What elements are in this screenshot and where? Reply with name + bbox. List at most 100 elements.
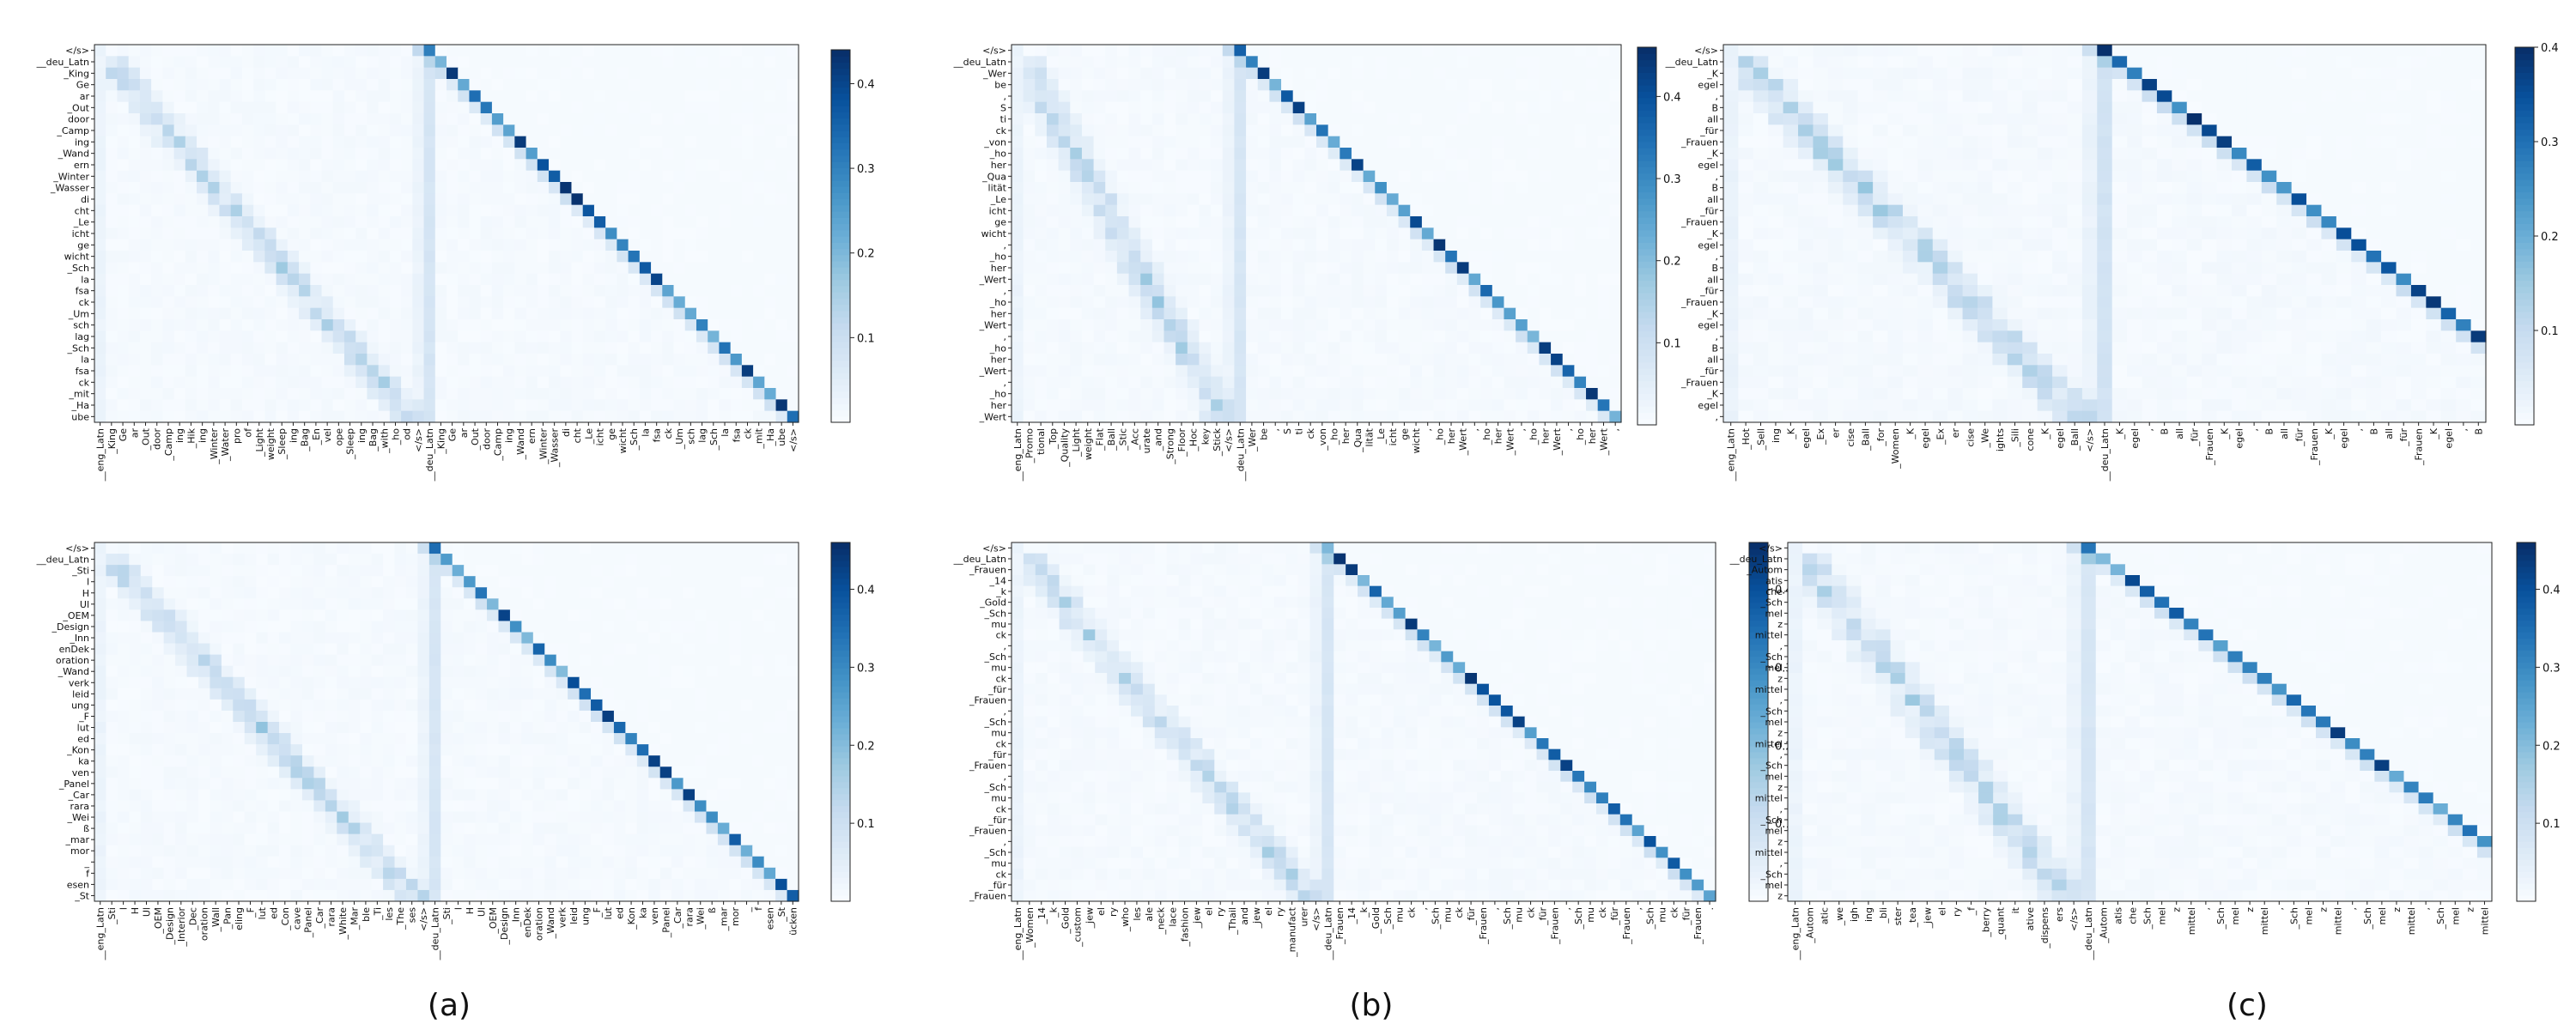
- colorbar-segment: [1637, 248, 1656, 256]
- heatmap-cell: [696, 216, 708, 228]
- heatmap-cell: [2351, 90, 2367, 103]
- heatmap-cell: [2336, 90, 2352, 103]
- heatmap-cell: [708, 376, 720, 389]
- heatmap-cell: [94, 239, 106, 251]
- heatmap-cell: [287, 193, 300, 206]
- heatmap-cell: [378, 330, 391, 343]
- heatmap-cell: [1504, 410, 1516, 423]
- heatmap-cell: [106, 365, 118, 378]
- heatmap-cell: [1257, 273, 1270, 286]
- heatmap-cell: [673, 170, 686, 183]
- heatmap-cell: [1187, 399, 1200, 412]
- heatmap-cell: [1151, 159, 1165, 172]
- heatmap-cell: [1813, 67, 1829, 80]
- heatmap-cell: [412, 216, 425, 228]
- heatmap-cell: [423, 239, 436, 251]
- heatmap-cell: [1827, 136, 1844, 148]
- heatmap-cell: [1070, 319, 1083, 331]
- heatmap-cell: [299, 227, 311, 240]
- heatmap-cell: [582, 204, 595, 217]
- heatmap-cell: [651, 227, 663, 240]
- heatmap-cell: [1211, 251, 1224, 263]
- heatmap-cell: [1433, 182, 1446, 194]
- heatmap-cell: [1480, 319, 1493, 331]
- heatmap-cell: [299, 319, 311, 331]
- heatmap-cell: [1246, 67, 1259, 80]
- heatmap-cell: [1932, 159, 1948, 172]
- heatmap-cell: [469, 262, 482, 275]
- heatmap-cell: [1947, 79, 1964, 91]
- heatmap-cell: [1410, 136, 1423, 148]
- heatmap-cell: [1140, 273, 1153, 286]
- heatmap-cell: [197, 319, 209, 331]
- heatmap-cell: [2366, 136, 2382, 148]
- heatmap-cell: [491, 90, 504, 103]
- heatmap-cell: [537, 170, 550, 183]
- heatmap-cell: [617, 182, 629, 194]
- heatmap-cell: [1539, 319, 1552, 331]
- heatmap-cell: [276, 204, 289, 217]
- heatmap-cell: [1211, 90, 1224, 103]
- heatmap-cell: [1023, 239, 1036, 251]
- heatmap-cell: [299, 45, 311, 57]
- heatmap-cell: [94, 56, 106, 69]
- heatmap-cell: [1843, 79, 1859, 91]
- heatmap-cell: [423, 182, 436, 194]
- heatmap-cell: [197, 79, 209, 91]
- heatmap-cell: [1504, 342, 1516, 354]
- heatmap-cell: [343, 239, 356, 251]
- heatmap-cell: [117, 285, 130, 297]
- heatmap-cell: [1873, 193, 1889, 206]
- heatmap-cell: [1281, 273, 1294, 286]
- colorbar-segment: [831, 379, 850, 386]
- heatmap-cell: [1586, 204, 1599, 217]
- heatmap-cell: [2456, 193, 2472, 206]
- colorbar-segment: [1637, 349, 1656, 356]
- heatmap-cell: [197, 90, 209, 103]
- heatmap-cell: [503, 399, 515, 412]
- heatmap-cell: [1035, 45, 1048, 57]
- heatmap-cell: [684, 273, 697, 286]
- heatmap-cell: [1597, 399, 1610, 412]
- heatmap-cell: [753, 285, 765, 297]
- heatmap-cell: [185, 56, 197, 69]
- heatmap-cell: [1187, 216, 1200, 228]
- heatmap-cell: [447, 67, 459, 80]
- heatmap-cell: [2067, 101, 2083, 114]
- heatmap-cell: [1163, 136, 1176, 148]
- heatmap-cell: [1527, 193, 1540, 206]
- heatmap-cell: [2456, 56, 2472, 69]
- heatmap-cell: [447, 376, 459, 389]
- heatmap-cell: [343, 307, 356, 320]
- heatmap-cell: [2007, 79, 2023, 91]
- heatmap-cell: [1753, 170, 1769, 183]
- heatmap-cell: [480, 307, 493, 320]
- heatmap-cell: [276, 354, 289, 366]
- heatmap-cell: [2321, 67, 2337, 80]
- heatmap-cell: [1492, 148, 1505, 160]
- heatmap-cell: [628, 79, 641, 91]
- heatmap-cell: [1187, 273, 1200, 286]
- heatmap-cell: [106, 204, 118, 217]
- heatmap-cell: [1978, 182, 1994, 194]
- heatmap-cell: [2067, 148, 2083, 160]
- heatmap-cell: [1340, 227, 1352, 240]
- heatmap-cell: [1023, 45, 1036, 57]
- heatmap-cell: [719, 388, 732, 400]
- heatmap-cell: [321, 182, 334, 194]
- heatmap-cell: [1281, 90, 1294, 103]
- heatmap-cell: [1574, 79, 1587, 91]
- colorbar-segment: [1637, 242, 1656, 250]
- heatmap-cell: [651, 101, 663, 114]
- heatmap-cell: [1187, 148, 1200, 160]
- heatmap-cell: [1857, 182, 1874, 194]
- heatmap-cell: [684, 388, 697, 400]
- x-tick-label: ing: [288, 428, 299, 443]
- heatmap-cell: [1586, 399, 1599, 412]
- heatmap-cell: [1105, 113, 1118, 125]
- heatmap-cell: [412, 285, 425, 297]
- heatmap-cell: [197, 285, 209, 297]
- heatmap-cell: [1504, 330, 1516, 343]
- heatmap-cell: [617, 45, 629, 57]
- heatmap-cell: [1398, 354, 1411, 366]
